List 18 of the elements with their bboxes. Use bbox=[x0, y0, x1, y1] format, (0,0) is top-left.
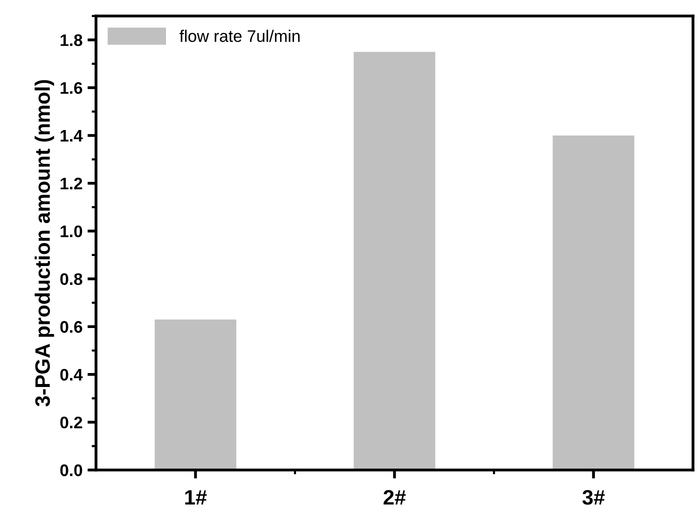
y-tick-label: 0.0 bbox=[60, 464, 82, 476]
x-tick-label: 2# bbox=[384, 490, 406, 505]
bar bbox=[154, 319, 236, 470]
y-tick-label: 0.6 bbox=[60, 321, 82, 333]
y-tick-label: 1.2 bbox=[60, 178, 82, 190]
y-tick-label: 1.4 bbox=[60, 130, 83, 142]
x-tick-label: 3# bbox=[582, 490, 605, 505]
legend-label: flow rate 7ul/min bbox=[180, 30, 300, 42]
y-axis-title: 3-PGA production amount (nmol) bbox=[34, 80, 54, 406]
y-tick-label: 0.4 bbox=[60, 368, 83, 381]
bar bbox=[552, 135, 634, 470]
x-tick-label: 1# bbox=[185, 490, 207, 505]
y-tick-label: 0.2 bbox=[60, 416, 82, 428]
y-tick-label: 1.0 bbox=[60, 225, 82, 238]
y-tick-label: 1.6 bbox=[60, 82, 82, 94]
y-tick-label: 1.8 bbox=[60, 34, 82, 46]
y-tick-label: 0.8 bbox=[60, 273, 82, 286]
bar bbox=[354, 52, 436, 470]
